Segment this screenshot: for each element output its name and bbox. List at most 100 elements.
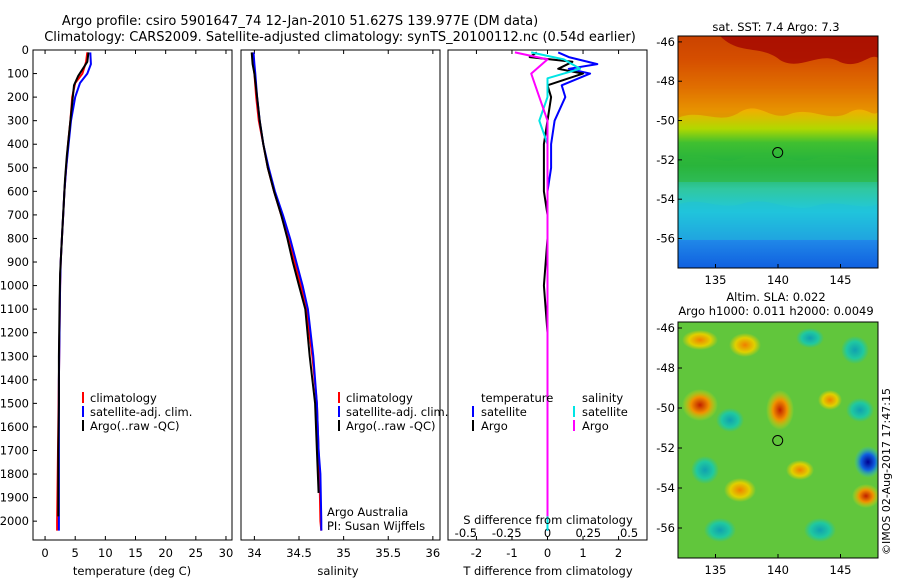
x-tick-label: 0 <box>41 546 48 560</box>
difference-panel: -2 -1 0 1 2 -0.5 -0.25 0 0.25 0.5 S difference fr… <box>447 49 648 578</box>
y-tick-label: 300 <box>7 114 29 128</box>
sla-blob <box>682 330 718 350</box>
y-tick-label: 1000 <box>0 279 29 293</box>
series-line-argo-raw-qc- <box>250 52 320 493</box>
sla-blob <box>854 446 878 478</box>
sla-blob <box>716 408 744 432</box>
y-tick-label: 400 <box>7 137 29 151</box>
map-y-tick-label: -56 <box>656 232 675 246</box>
figure-title-line2: Climatology: CARS2009. Satellite-adjuste… <box>44 30 636 45</box>
map-y-tick-label: -54 <box>656 481 675 495</box>
legend-title-salinity: salinity <box>582 391 623 405</box>
t-difference-label: T difference from climatology <box>462 564 633 578</box>
depth-axis-ticks: 0 100 200 300 400 500 600 700 800 900 1000 1100 1200… <box>0 43 37 528</box>
map-x-tick-label: 140 <box>767 563 789 577</box>
sst-hot-band <box>720 36 878 65</box>
s-tick-label: -0.5 <box>455 526 477 540</box>
y-tick-label: 1500 <box>0 396 29 410</box>
map-x-tick-label: 145 <box>830 563 852 577</box>
x-tick-label: 34 <box>247 546 262 560</box>
legend-label-temp-satellite: satellite <box>481 405 527 419</box>
s-tick-label: 0.5 <box>620 526 638 540</box>
series-line-argo-raw-qc- <box>57 52 90 517</box>
salinity-x-ticks: 34 34.5 35 35.5 36 <box>247 50 440 560</box>
map-y-tick-label: -52 <box>656 153 675 167</box>
t-tick-label: 0 <box>544 546 551 560</box>
series-line-salinity-argo <box>514 51 549 517</box>
map-y-tick-label: -48 <box>656 74 675 88</box>
t-tick-label: 2 <box>615 546 622 560</box>
pi-label: PI: Susan Wijffels <box>327 519 425 533</box>
x-tick-label: 20 <box>158 546 173 560</box>
legend-label-argo: Argo(..raw -QC) <box>90 419 180 433</box>
t-tick-label: -1 <box>506 546 517 560</box>
t-tick-label: 1 <box>579 546 586 560</box>
legend-label-argo: Argo(..raw -QC) <box>346 419 436 433</box>
sla-blob <box>704 518 736 542</box>
x-tick-label: 15 <box>128 546 143 560</box>
sst-cyan-band <box>678 201 878 240</box>
difference-x-ticks: -2 -1 0 1 2 -0.5 -0.25 0 0.25 0.5 <box>455 50 638 560</box>
sla-blob <box>818 390 842 410</box>
x-tick-label: 25 <box>188 546 203 560</box>
s-tick-label: 0 <box>544 526 551 540</box>
sla-blob <box>804 518 836 542</box>
sla-blob <box>841 336 869 364</box>
sst-map-title: sat. SST: 7.4 Argo: 7.3 <box>712 20 839 34</box>
y-tick-label: 1600 <box>0 420 29 434</box>
map-y-tick-label: -54 <box>656 192 675 206</box>
map-y-tick-label: -48 <box>656 361 675 375</box>
legend-label-sal-satellite: satellite <box>582 405 628 419</box>
sla-map-panel: Altim. SLA: 0.022 Argo h1000: 0.011 h200… <box>656 290 879 577</box>
legend-label-sal-argo: Argo <box>582 419 609 433</box>
t-tick-label: -2 <box>471 546 482 560</box>
y-tick-label: 800 <box>7 231 29 245</box>
sst-heatmap <box>678 36 878 268</box>
temperature-legend: climatology satellite-adj. clim. Argo(..… <box>82 391 192 433</box>
difference-series <box>514 51 599 531</box>
legend-label-satellite: satellite-adj. clim. <box>346 405 448 419</box>
map-y-tick-label: -52 <box>656 441 675 455</box>
sla-blob <box>766 390 794 430</box>
x-tick-label: 36 <box>426 546 441 560</box>
sla-map-ticks: 135 140 145 -46 -48 -50 -52 -54 -56 <box>656 321 851 577</box>
map-y-tick-label: -46 <box>656 35 675 49</box>
y-tick-label: 1700 <box>0 443 29 457</box>
map-y-tick-label: -50 <box>656 401 675 415</box>
legend-label-temp-argo: Argo <box>481 419 508 433</box>
sla-blob <box>852 484 878 508</box>
sla-blob <box>796 328 824 348</box>
map-x-tick-label: 145 <box>830 273 852 287</box>
y-tick-label: 1300 <box>0 349 29 363</box>
x-tick-label: 5 <box>72 546 79 560</box>
s-tick-label: 0.25 <box>575 526 601 540</box>
y-tick-label: 1900 <box>0 491 29 505</box>
series-line-temperature-argo <box>528 51 584 517</box>
sla-field <box>678 322 878 558</box>
sla-blob <box>729 333 761 357</box>
x-tick-label: 35 <box>336 546 351 560</box>
sla-blob <box>846 398 874 422</box>
institution-label: Argo Australia <box>327 505 408 519</box>
map-y-tick-label: -56 <box>656 521 675 535</box>
map-y-tick-label: -46 <box>656 321 675 335</box>
y-tick-label: 700 <box>7 208 29 222</box>
sla-blob <box>691 456 719 484</box>
y-tick-label: 200 <box>7 90 29 104</box>
s-difference-label: S difference from climatology <box>463 513 633 527</box>
sla-tint <box>678 322 878 558</box>
sla-blob <box>682 389 718 421</box>
difference-legend: temperature satellite Argo salinity sate… <box>472 391 628 433</box>
x-tick-label: 30 <box>219 546 234 560</box>
s-tick-label: -0.25 <box>492 526 522 540</box>
sla-map-title-line2: Argo h1000: 0.011 h2000: 0.0049 <box>678 304 873 318</box>
argo-position-marker <box>772 147 784 159</box>
y-tick-label: 2000 <box>0 514 29 528</box>
map-x-tick-label: 140 <box>767 273 789 287</box>
salinity-axes-box <box>240 49 441 541</box>
temperature-panel: 0100200300400500600700800900100011001200… <box>0 43 233 578</box>
imos-timestamp: ©IMOS 02-Aug-2017 17:47:15 <box>880 388 893 555</box>
y-tick-label: 100 <box>7 67 29 81</box>
map-x-tick-label: 135 <box>705 563 727 577</box>
